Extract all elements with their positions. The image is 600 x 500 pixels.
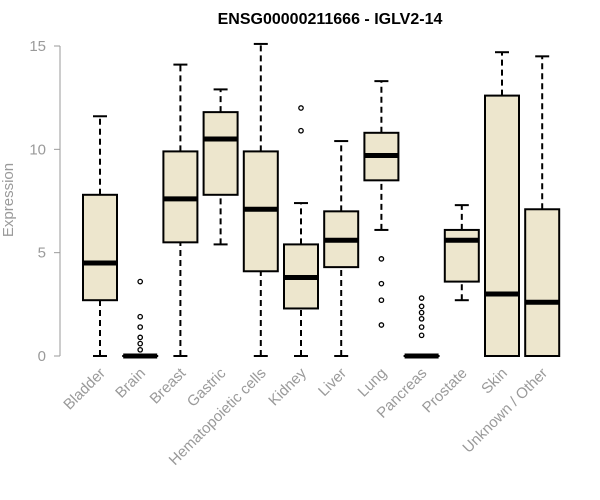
x-tick-label: Liver [315, 365, 350, 400]
x-tick-label: Bladder [60, 365, 109, 414]
x-tick-label: Prostate [419, 365, 471, 417]
outlier-point [378, 280, 385, 287]
outlier-point [378, 322, 385, 328]
outlier-point [137, 334, 144, 341]
y-tick-label: 0 [38, 348, 46, 365]
outlier-point [137, 340, 144, 347]
x-tick-label: Breast [147, 364, 190, 407]
box-iqr [443, 228, 480, 283]
outlier-point [137, 278, 144, 285]
x-tick-label: Kidney [265, 364, 310, 409]
box-bladder [82, 115, 118, 357]
outlier-point [418, 303, 425, 310]
outlier-point [418, 324, 425, 330]
box-iqr [82, 193, 118, 302]
box-lung [363, 80, 400, 328]
chart-title: ENSG00000211666 - IGLV2-14 [218, 11, 443, 28]
outlier-point [137, 346, 144, 353]
y-tick-label: 15 [29, 38, 46, 55]
box-iqr [202, 111, 239, 196]
box-brain [122, 278, 159, 359]
x-tick-label: Skin [478, 365, 511, 398]
y-tick-label: 10 [29, 141, 46, 158]
outlier-point [418, 332, 425, 339]
y-tick-label: 5 [38, 245, 46, 262]
y-axis: 0 5 10 15 [29, 38, 61, 365]
outlier-point [378, 256, 385, 262]
box-iqr [524, 208, 561, 357]
outlier-point [137, 324, 144, 330]
outlier-point [298, 105, 304, 111]
outlier-point [418, 295, 425, 301]
x-tick-label: Brain [112, 365, 149, 402]
box-gastric [202, 88, 239, 246]
outlier-point [418, 315, 425, 322]
box-iqr [484, 94, 520, 357]
box-skin [484, 51, 520, 357]
x-tick-label: Lung [355, 365, 391, 401]
box-liver [323, 140, 360, 357]
outlier-point [378, 297, 385, 304]
box-hematopoietic-cells [242, 42, 279, 357]
outlier-point [418, 309, 425, 316]
outlier-point [298, 127, 304, 134]
outlier-point [137, 313, 144, 320]
box-prostate [443, 204, 480, 302]
box-series [82, 42, 561, 359]
box-pancreas [403, 295, 440, 359]
box-kidney [283, 105, 319, 357]
box-breast [162, 63, 199, 357]
y-axis-label: Expression [0, 163, 17, 237]
box-unknown-other [524, 55, 561, 357]
